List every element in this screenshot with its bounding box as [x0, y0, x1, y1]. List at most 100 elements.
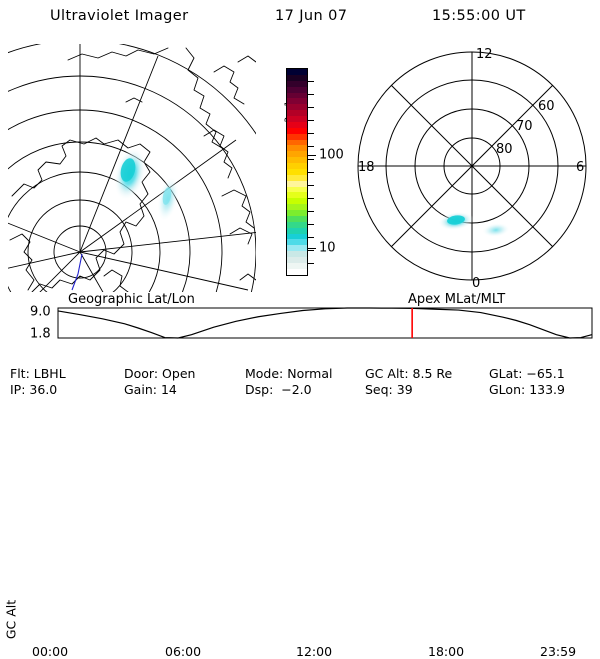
status-gcalt-label: GC Alt: — [365, 366, 409, 381]
status-flt-label: Flt: — [10, 366, 30, 381]
status-flt: Flt: LBHL — [10, 366, 66, 381]
time-tick-0600: 06:00 — [165, 644, 202, 659]
colorbar-band-28 — [287, 233, 307, 240]
colorbar-panel: photon cm-2s-1 100 10 — [258, 58, 350, 288]
status-glat-value: −65.1 — [526, 366, 565, 381]
colorbar-band-32 — [287, 257, 307, 263]
mlt-label-12: 12 — [476, 47, 493, 62]
status-gain-label: Gain: — [124, 382, 157, 397]
apex-emission-overlay — [438, 211, 510, 238]
status-flt-value: LBHL — [33, 366, 66, 381]
colorbar-band-25 — [287, 215, 307, 222]
header-bar: Ultraviolet Imager 17 Jun 07 15:55:00 UT — [0, 6, 600, 30]
colorbar-label-10: 10 — [319, 240, 336, 256]
colorbar-band-26 — [287, 221, 307, 228]
status-seq: Seq: 39 — [365, 382, 413, 397]
colorbar-band-19 — [287, 180, 307, 187]
gc-alt-tick-min: 1.8 — [30, 326, 51, 342]
status-dsp-value: −2.0 — [281, 382, 312, 397]
status-seq-value: 39 — [396, 382, 413, 397]
colorbar-band-30 — [287, 245, 307, 252]
status-door-value: Open — [162, 366, 196, 381]
colorbar-band-12 — [287, 139, 307, 146]
status-dsp: Dsp: −2.0 — [245, 382, 312, 397]
colorbar-band-29 — [287, 239, 307, 246]
colorbar-band-7 — [287, 110, 307, 116]
apex-labels: 12 6 0 18 60 70 80 — [358, 47, 584, 291]
colorbar-minor-tick-15 — [308, 263, 314, 264]
colorbar-band-31 — [287, 251, 307, 257]
colorbar-band-13 — [287, 145, 307, 152]
altitude-strip-chart[interactable]: GC Alt 9.0 1.8 00:00 06:00 12:00 18:00 2… — [0, 300, 600, 659]
colorbar-minor-tick-13 — [308, 237, 314, 238]
status-door: Door: Open — [124, 366, 195, 381]
geographic-map-svg — [8, 44, 256, 292]
status-glat-label: GLat: — [489, 366, 523, 381]
colorbar-band-15 — [287, 157, 307, 163]
colorbar-minor-tick-6 — [308, 146, 314, 147]
status-mode-label: Mode: — [245, 366, 284, 381]
colorbar-band-14 — [287, 151, 307, 158]
colorbar-band-6 — [287, 104, 307, 111]
status-glon-label: GLon: — [489, 382, 526, 397]
colorbar-band-33 — [287, 262, 307, 269]
colorbar-band-27 — [287, 227, 307, 234]
colorbar-major-tick-10 — [308, 248, 316, 250]
status-glon-value: 133.9 — [529, 382, 565, 397]
observation-time: 15:55:00 UT — [432, 8, 526, 24]
geographic-map-panel[interactable] — [8, 44, 256, 292]
colorbar-band-9 — [287, 121, 307, 128]
time-tick-1200: 12:00 — [296, 644, 333, 659]
gc-alt-axis-label: GC Alt — [3, 599, 19, 640]
colorbar-band-5 — [287, 98, 307, 105]
colorbar-minor-tick-2 — [308, 94, 314, 95]
mlt-label-18: 18 — [358, 160, 375, 175]
mlat-label-70: 70 — [516, 119, 533, 134]
status-gcalt: GC Alt: 8.5 Re — [365, 366, 452, 381]
status-seq-label: Seq: — [365, 382, 393, 397]
observation-date: 17 Jun 07 — [275, 8, 348, 24]
colorbar-band-20 — [287, 186, 307, 193]
uvi-display-root: Ultraviolet Imager 17 Jun 07 15:55:00 UT — [0, 6, 600, 659]
colorbar-minor-tick-7 — [308, 159, 314, 160]
colorbar-band-22 — [287, 198, 307, 205]
gc-alt-tick-max: 9.0 — [30, 304, 51, 320]
geographic-panel-title: Geographic Lat/Lon — [68, 292, 195, 307]
page-title: Ultraviolet Imager — [50, 8, 189, 24]
status-mode: Mode: Normal — [245, 366, 333, 381]
apex-dial-panel[interactable]: 12 6 0 18 60 70 80 — [348, 44, 596, 292]
status-glon: GLon: 133.9 — [489, 382, 565, 397]
colorbar-band-4 — [287, 92, 307, 99]
status-mode-value: Normal — [287, 366, 333, 381]
status-ip-value: 36.0 — [29, 382, 58, 397]
status-dsp-label: Dsp: — [245, 382, 274, 397]
colorbar-gradient — [286, 68, 308, 276]
status-ip-label: IP: — [10, 382, 26, 397]
status-footer: Flt: LBHL Door: Open Mode: Normal GC Alt… — [0, 366, 600, 400]
colorbar-band-17 — [287, 168, 307, 175]
colorbar-minor-tick-11 — [308, 211, 314, 212]
colorbar-band-11 — [287, 133, 307, 140]
colorbar-minor-tick-12 — [308, 224, 314, 225]
time-tick-2359: 23:59 — [540, 644, 577, 659]
geo-graticule — [8, 44, 256, 292]
time-tick-1800: 18:00 — [428, 644, 465, 659]
auroral-emission-overlay — [114, 147, 179, 222]
colorbar-band-24 — [287, 210, 307, 216]
colorbar-band-0 — [287, 69, 307, 75]
colorbar-band-1 — [287, 74, 307, 81]
status-gain-value: 14 — [160, 382, 177, 397]
status-gcalt-value: 8.5 Re — [412, 366, 453, 381]
colorbar-label-100: 100 — [319, 147, 344, 163]
colorbar-band-3 — [287, 86, 307, 93]
colorbar-band-16 — [287, 163, 307, 169]
mlat-label-80: 80 — [496, 142, 513, 157]
mlat-label-60: 60 — [538, 99, 555, 114]
colorbar-minor-tick-3 — [308, 107, 314, 108]
colorbar-minor-tick-1 — [308, 81, 314, 82]
status-gain: Gain: 14 — [124, 382, 177, 397]
colorbar-band-21 — [287, 192, 307, 199]
apex-dial-svg: 12 6 0 18 60 70 80 — [357, 47, 587, 291]
time-tick-0000: 00:00 — [32, 644, 69, 659]
colorbar-band-8 — [287, 116, 307, 122]
